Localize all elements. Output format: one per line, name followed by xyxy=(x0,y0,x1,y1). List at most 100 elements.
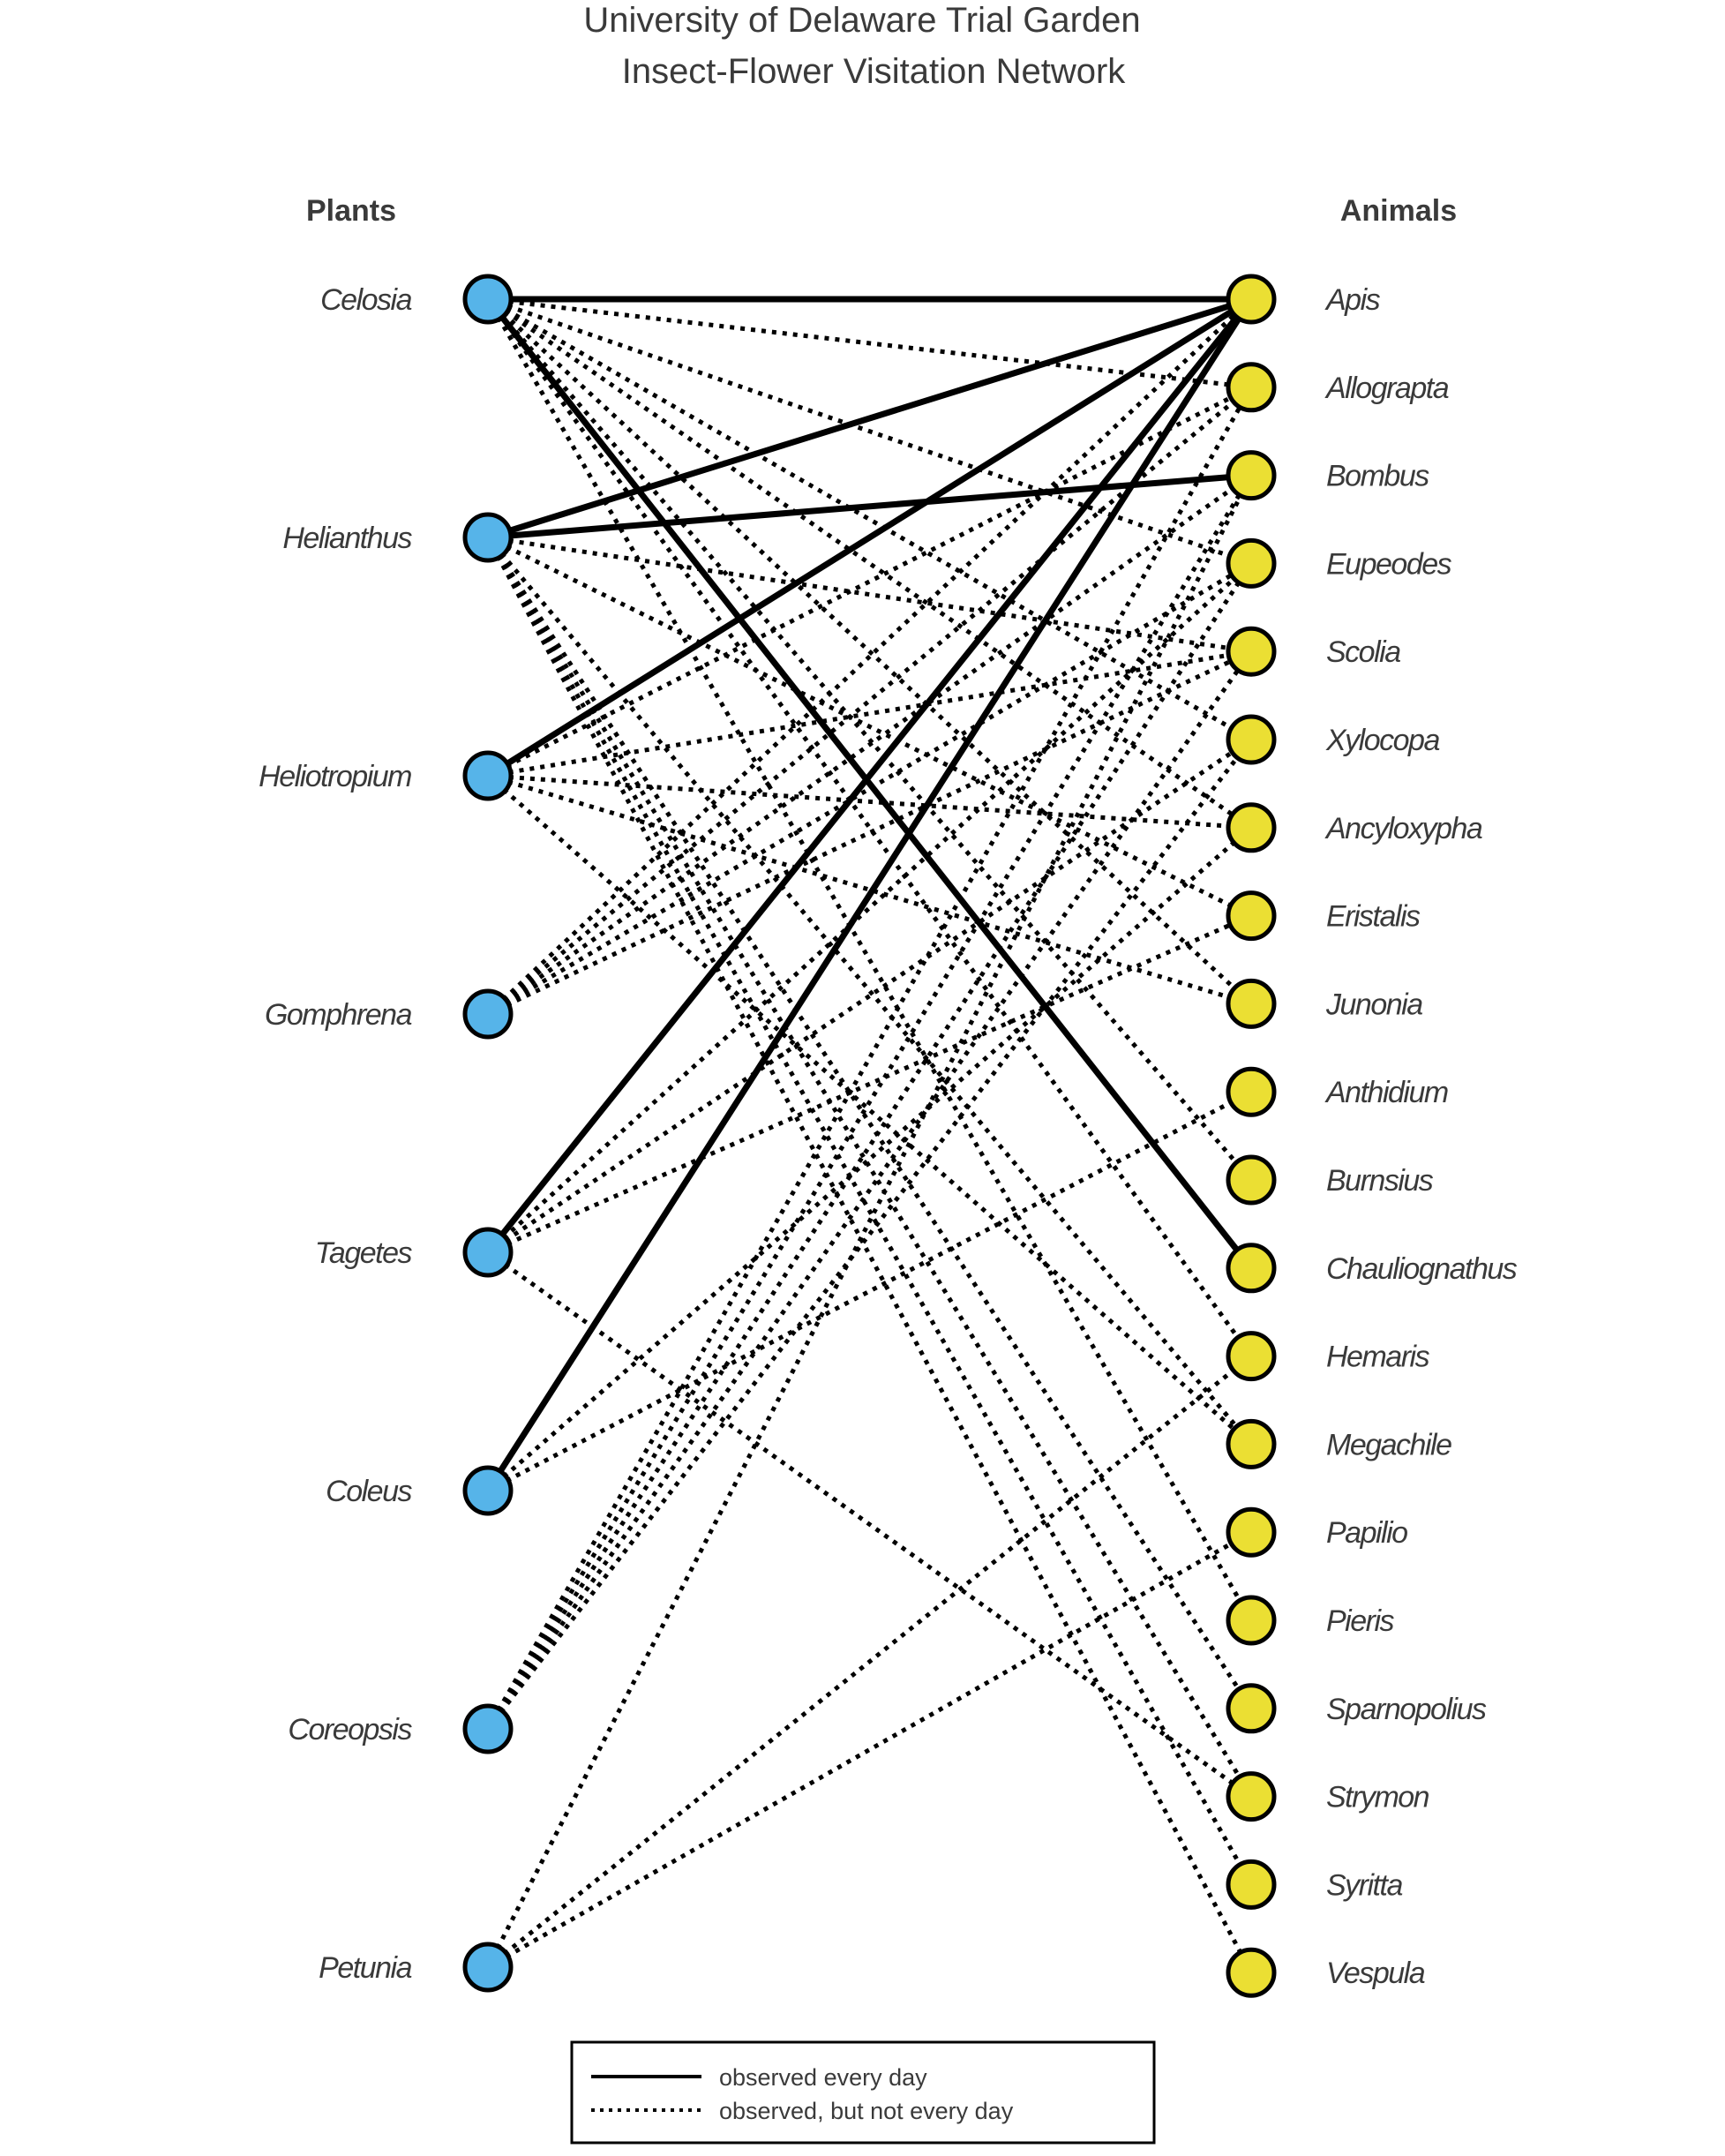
edge-gomphrena-scolia xyxy=(486,649,1253,1017)
animal-label-eupeodes: Eupeodes xyxy=(1326,547,1452,581)
plant-node-celosia xyxy=(462,274,514,325)
edge-celosia-chauliognathus xyxy=(485,297,1254,1270)
edge-heliotropium-allograpta xyxy=(486,385,1253,778)
animal-label-scolia: Scolia xyxy=(1326,635,1400,669)
edge-coleus-ancyloxypha xyxy=(486,825,1253,1492)
animal-node-papilio xyxy=(1226,1506,1277,1558)
edge-helianthus-vespula xyxy=(485,536,1254,1974)
animal-node-eristalis xyxy=(1226,890,1277,942)
legend-box xyxy=(570,2040,1156,2145)
edge-gomphrena-bombus xyxy=(486,473,1253,1017)
animal-node-pieris xyxy=(1226,1595,1277,1646)
plant-node-coleus xyxy=(462,1465,514,1516)
animal-label-apis: Apis xyxy=(1324,283,1381,317)
plant-node-petunia xyxy=(462,1942,514,1993)
plant-node-tagetes xyxy=(462,1227,514,1278)
animal-label-syritta: Syritta xyxy=(1326,1868,1402,1902)
edge-celosia-pieris xyxy=(485,297,1254,1622)
edge-tagetes-eupeodes xyxy=(486,561,1253,1254)
animal-node-anthidium xyxy=(1226,1066,1277,1117)
animal-node-ancyloxypha xyxy=(1226,802,1277,853)
edge-petunia-hemaris xyxy=(486,1354,1253,1969)
animal-label-sparnopolius: Sparnopolius xyxy=(1326,1693,1487,1726)
edge-celosia-burnsius xyxy=(486,297,1253,1182)
edge-celosia-allograpta xyxy=(487,297,1252,390)
animal-node-junonia xyxy=(1226,978,1277,1029)
plant-label-gomphrena: Gomphrena xyxy=(265,998,412,1032)
plant-label-petunia: Petunia xyxy=(319,1951,411,1985)
edge-petunia-bombus xyxy=(485,474,1254,1969)
animal-label-papilio: Papilio xyxy=(1326,1516,1407,1550)
plant-label-coreopsis: Coreopsis xyxy=(288,1713,412,1747)
edge-helianthus-megachile xyxy=(486,536,1253,1446)
edge-coreopsis-xylocopa xyxy=(486,738,1253,1731)
edge-heliotropium-scolia xyxy=(487,649,1252,778)
edge-celosia-junonia xyxy=(486,297,1253,1006)
animal-node-scolia xyxy=(1226,626,1277,677)
edges xyxy=(485,296,1254,1974)
animal-node-strymon xyxy=(1226,1771,1277,1822)
animal-node-vespula xyxy=(1226,1947,1277,1998)
edge-tagetes-apis xyxy=(485,297,1254,1255)
animal-label-eristalis: Eristalis xyxy=(1326,900,1421,934)
edge-heliotropium-ancyloxypha xyxy=(487,773,1252,830)
animal-node-xylocopa xyxy=(1226,714,1277,765)
animal-nodes: Apis Allograpta Bombus Eupeodes Scolia Xyloco… xyxy=(1226,274,1519,1998)
legend-solid-label: observed every day xyxy=(719,2064,927,2091)
edge-helianthus-apis xyxy=(486,296,1253,541)
animal-node-chauliognathus xyxy=(1226,1243,1277,1294)
animal-node-burnsius xyxy=(1226,1154,1277,1206)
plant-label-celosia: Celosia xyxy=(320,283,411,317)
title-line-1: University of Delaware Trial Garden xyxy=(583,1,1140,40)
edge-coreopsis-allograpta xyxy=(485,386,1254,1731)
animal-label-burnsius: Burnsius xyxy=(1326,1164,1434,1198)
plant-node-coreopsis xyxy=(462,1703,514,1754)
animal-label-bombus: Bombus xyxy=(1326,460,1429,493)
edge-heliotropium-apis xyxy=(486,297,1253,778)
animal-node-hemaris xyxy=(1226,1331,1277,1382)
animals-header: Animals xyxy=(1340,194,1457,228)
plant-node-gomphrena xyxy=(462,988,514,1040)
animal-node-sparnopolius xyxy=(1226,1683,1277,1734)
animal-label-anthidium: Anthidium xyxy=(1324,1076,1448,1109)
animal-label-junonia: Junonia xyxy=(1325,988,1422,1021)
plant-label-helianthus: Helianthus xyxy=(282,522,412,555)
edge-tagetes-eristalis xyxy=(486,913,1253,1255)
edge-gomphrena-apis xyxy=(486,297,1253,1016)
edge-helianthus-syritta xyxy=(485,536,1254,1886)
plant-nodes: Celosia Helianthus Heliotropium Gomphrena Ta… xyxy=(259,274,514,1993)
plant-label-heliotropium: Heliotropium xyxy=(259,760,411,793)
edge-coleus-apis xyxy=(485,297,1254,1492)
plant-label-coleus: Coleus xyxy=(326,1475,412,1508)
plant-node-heliotropium xyxy=(462,750,514,801)
edge-celosia-ancyloxypha xyxy=(486,297,1253,830)
animal-node-bombus xyxy=(1226,450,1277,501)
edge-gomphrena-eupeodes xyxy=(486,561,1253,1017)
edge-celosia-hemaris xyxy=(485,297,1254,1358)
animal-label-chauliognathus: Chauliognathus xyxy=(1326,1252,1518,1286)
edge-tagetes-xylocopa xyxy=(486,737,1253,1255)
animal-label-hemaris: Hemaris xyxy=(1326,1341,1430,1374)
animal-label-strymon: Strymon xyxy=(1326,1781,1429,1814)
edge-celosia-xylocopa xyxy=(486,297,1253,742)
plants-header: Plants xyxy=(306,194,396,228)
edge-tagetes-strymon xyxy=(486,1250,1253,1799)
edge-coreopsis-eupeodes xyxy=(485,562,1254,1731)
plant-label-tagetes: Tagetes xyxy=(315,1236,413,1270)
animal-node-apis xyxy=(1226,274,1277,325)
edge-helianthus-eristalis xyxy=(486,535,1253,918)
animal-node-syritta xyxy=(1226,1859,1277,1910)
edge-celosia-eupeodes xyxy=(487,297,1252,566)
animal-label-megachile: Megachile xyxy=(1326,1428,1451,1461)
animal-node-allograpta xyxy=(1226,362,1277,413)
plant-node-helianthus xyxy=(462,512,514,563)
legend-dotted-label: observed, but not every day xyxy=(719,2098,1014,2124)
edge-coreopsis-scolia xyxy=(485,650,1254,1731)
title-line-2: Insect-Flower Visitation Network xyxy=(622,52,1127,91)
edge-helianthus-bombus xyxy=(487,472,1252,541)
animal-label-vespula: Vespula xyxy=(1326,1957,1425,1990)
animal-label-allograpta: Allograpta xyxy=(1324,372,1449,405)
edge-petunia-papilio xyxy=(486,1530,1253,1970)
animal-node-megachile xyxy=(1226,1418,1277,1469)
